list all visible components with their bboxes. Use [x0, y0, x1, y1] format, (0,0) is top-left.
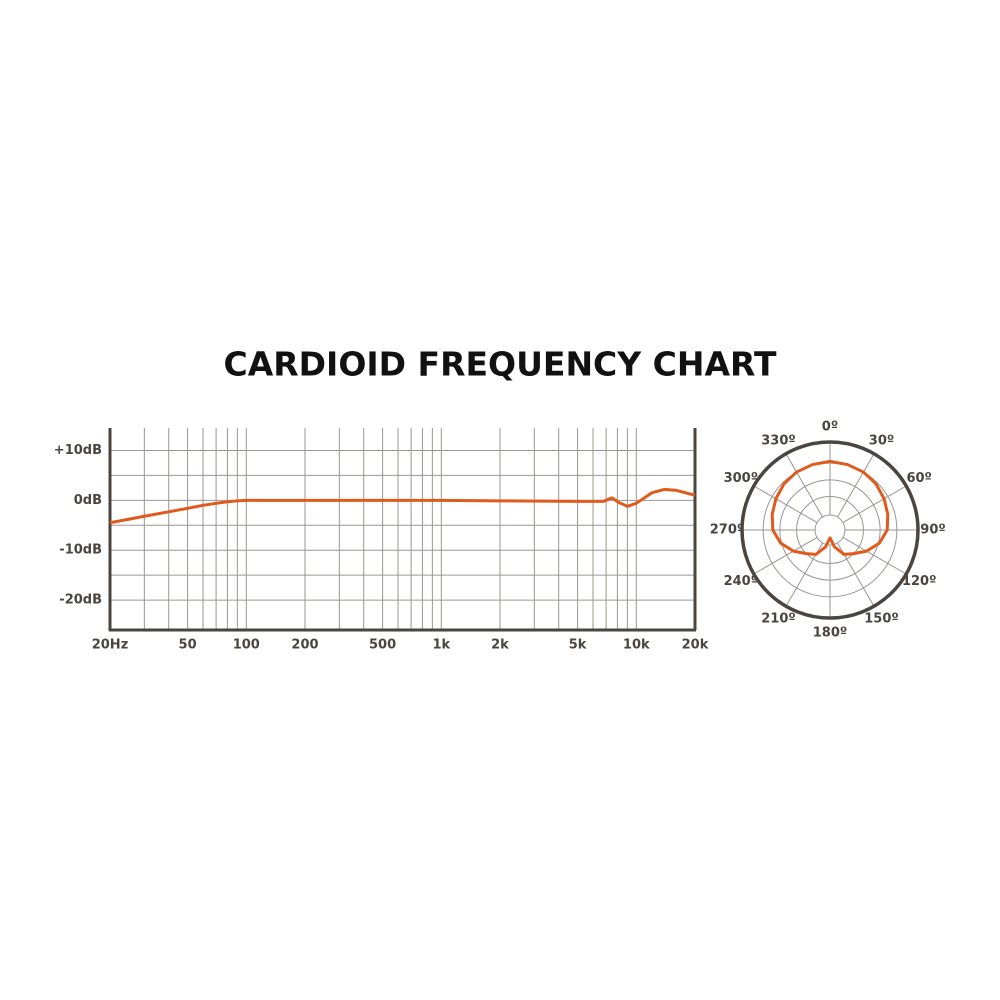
- angle-label: 30º: [869, 433, 894, 448]
- x-tick-label: 500: [369, 638, 396, 653]
- spoke: [785, 453, 823, 518]
- angle-label: 90º: [920, 523, 945, 538]
- angle-label: 150º: [864, 612, 898, 627]
- angle-label: 120º: [902, 574, 936, 589]
- y-tick-label: -10dB: [59, 543, 102, 558]
- spoke: [753, 485, 818, 523]
- x-tick-label: 1k: [432, 638, 450, 653]
- angle-label: 0º: [822, 420, 838, 435]
- spoke: [837, 453, 875, 518]
- y-tick-label: -20dB: [59, 593, 102, 608]
- response-line: [109, 487, 696, 525]
- x-tick-label: 20k: [682, 638, 709, 653]
- y-tick-label: +10dB: [54, 443, 102, 458]
- x-tick-label: 10k: [623, 638, 650, 653]
- spoke: [842, 537, 907, 575]
- x-tick-label: 20Hz: [92, 638, 129, 653]
- outer-ring: [740, 440, 920, 620]
- x-tick-label: 100: [233, 638, 260, 653]
- angle-label: 180º: [813, 626, 847, 641]
- angle-label: 300º: [724, 471, 758, 486]
- spoke: [842, 485, 907, 523]
- angle-label: 240º: [724, 574, 758, 589]
- x-tick-label: 200: [291, 638, 318, 653]
- y-tick-label: 0dB: [74, 493, 102, 508]
- angle-label: 60º: [906, 471, 931, 486]
- polar-pattern: [770, 459, 890, 556]
- angle-label: 330º: [761, 433, 795, 448]
- x-tick-label: 5k: [569, 638, 587, 653]
- x-tick-label: 2k: [491, 638, 509, 653]
- angle-label: 270º: [710, 523, 744, 538]
- angle-label: 210º: [761, 612, 795, 627]
- spoke: [753, 537, 818, 575]
- page-title: CARDIOID FREQUENCY CHART: [224, 345, 777, 384]
- x-tick-label: 50: [179, 638, 197, 653]
